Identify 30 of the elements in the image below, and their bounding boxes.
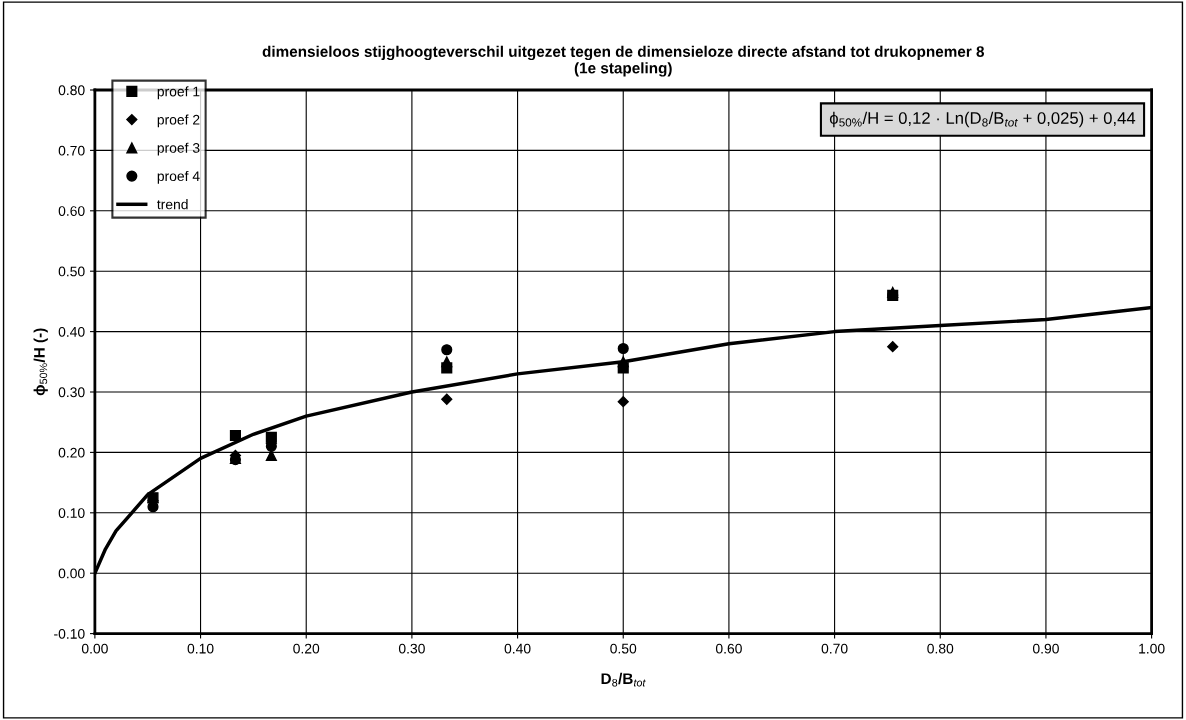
y-tick-label: 0.60	[58, 206, 85, 216]
x-tick-label: 1.00	[1139, 643, 1165, 654]
x-tick-label: 0.30	[398, 643, 425, 654]
y-tick-label: 0.70	[58, 145, 85, 156]
legend-label: trend	[157, 199, 188, 210]
chart-title: dimensieloos stijghoogteverschil uitgezet tegen de dimensieloze directe afstand tot drukopnemer 8 (1e stapeling)	[262, 45, 985, 77]
x-tick-label: 0.20	[293, 643, 320, 654]
legend-label: proef 2	[157, 114, 200, 128]
annotation: ϕ$_{50%}$/H = 0,12 · Ln(D$_{8}$/B$_{tot}$ + 0,025) + 0,44	[829, 111, 1136, 128]
legend-label: proef 4	[157, 170, 200, 184]
x-tick-label: 0.40	[504, 643, 531, 654]
x-tick-label: 0.10	[187, 643, 214, 654]
legend-label: proef 3	[157, 142, 200, 156]
y-tick-label: 0.50	[58, 266, 85, 277]
y-tick-label: 0.80	[58, 85, 85, 96]
y-tick-label: 0.30	[58, 387, 85, 398]
x-tick-label: 0.80	[927, 643, 954, 654]
y-tick-label: 0.20	[58, 447, 85, 458]
x-tick-label: 0.50	[610, 643, 637, 654]
legend-label: proef 1	[157, 86, 200, 100]
y-tick-label: 0.00	[58, 568, 85, 579]
y-tick-label: 0.40	[58, 326, 85, 337]
x-tick-label: 0.90	[1032, 643, 1059, 654]
x-axis-title: D$_{8}$/B$_{tot}$	[601, 672, 646, 687]
y-tick-label: 0.10	[58, 508, 85, 518]
x-tick-label: 0.70	[821, 643, 848, 654]
y-tick-label: -0.10	[54, 628, 85, 639]
x-tick-label: 0.00	[81, 643, 108, 654]
x-tick-label: 0.60	[715, 643, 742, 654]
y-axis-title: ϕ$_{50%}$/H (-)	[33, 328, 48, 396]
